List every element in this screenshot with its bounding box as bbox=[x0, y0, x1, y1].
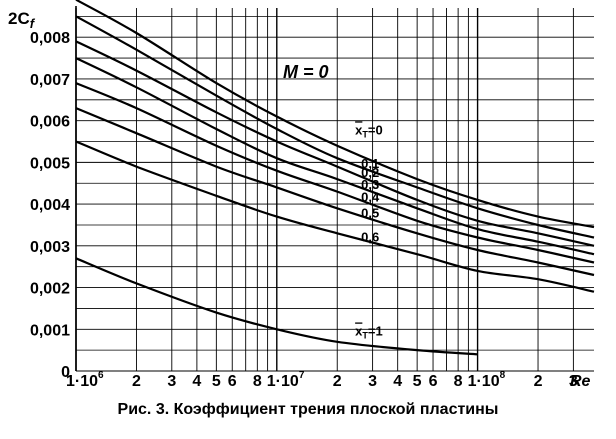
y-tick-label: 0,008 bbox=[30, 30, 70, 47]
x-tick-label: 2 bbox=[132, 373, 141, 390]
curve-label: 0,4 bbox=[361, 189, 380, 204]
y-axis-ticks: 0 0,001 0,002 0,003 0,004 0,005 0,006 0,007 0,00… bbox=[30, 30, 70, 381]
y-tick-label: 0 bbox=[61, 364, 70, 381]
series-lines bbox=[75, 0, 595, 356]
x-axis-label: Re bbox=[570, 373, 591, 390]
x-tick-label: 8 bbox=[454, 373, 463, 390]
y-tick-label: 0,007 bbox=[30, 72, 70, 89]
curve-label: 0,2 bbox=[361, 165, 379, 180]
x-tick-label: 6 bbox=[429, 373, 438, 390]
x-tick-label: 2 bbox=[333, 373, 342, 390]
x-tick-label: 5 bbox=[413, 373, 422, 390]
x-axis-ticks: 1·106 2 3 4 5 6 8 1·107 2 3 4 5 6 8 1·108 2 3 bbox=[66, 370, 578, 390]
curve-label: xT=0 bbox=[355, 122, 383, 139]
series-line bbox=[75, 40, 595, 247]
grid bbox=[75, 6, 594, 372]
curve-label: 0,1 bbox=[361, 156, 379, 171]
curve-label: 0,6 bbox=[361, 229, 379, 244]
x-tick-label: 4 bbox=[192, 373, 201, 390]
curve-label: 0,5 bbox=[361, 205, 379, 220]
y-tick-label: 0,002 bbox=[30, 281, 70, 298]
x-tick-label: 2 bbox=[534, 373, 543, 390]
curve-labels: xT=0 0,10,20,30,40,5 0,6 xT=1 bbox=[355, 122, 383, 340]
y-tick-label: 0,001 bbox=[30, 322, 70, 339]
series-line bbox=[75, 82, 595, 264]
y-tick-label: 0,005 bbox=[30, 155, 70, 172]
x-tick-label: 1·108 bbox=[468, 370, 506, 390]
series-line bbox=[75, 107, 595, 277]
x-tick-label: 5 bbox=[212, 373, 221, 390]
x-tick-label: 1·106 bbox=[66, 370, 104, 390]
series-line bbox=[75, 57, 595, 256]
x-tick-label: 3 bbox=[569, 373, 578, 390]
x-tick-label: 8 bbox=[253, 373, 262, 390]
x-tick-label: 3 bbox=[167, 373, 176, 390]
y-tick-label: 0,004 bbox=[30, 197, 70, 214]
y-tick-label: 0,006 bbox=[30, 114, 70, 131]
x-tick-label: 1·107 bbox=[267, 370, 305, 390]
curve-label: 0,3 bbox=[361, 177, 379, 192]
x-tick-label: 3 bbox=[368, 373, 377, 390]
y-axis-label: 2Cf bbox=[8, 9, 36, 31]
series-line bbox=[75, 0, 595, 229]
figure-caption: Рис. 3. Коэффициент трения плоской пласт… bbox=[117, 401, 499, 418]
x-tick-label: 4 bbox=[393, 373, 402, 390]
curve-label: xT=1 bbox=[355, 323, 383, 340]
series-line bbox=[75, 15, 595, 239]
y-tick-label: 0,003 bbox=[30, 239, 70, 256]
x-tick-label: 6 bbox=[228, 373, 237, 390]
series-line bbox=[75, 257, 478, 356]
mach-annotation: M = 0 bbox=[283, 62, 329, 82]
series-line bbox=[75, 140, 595, 293]
